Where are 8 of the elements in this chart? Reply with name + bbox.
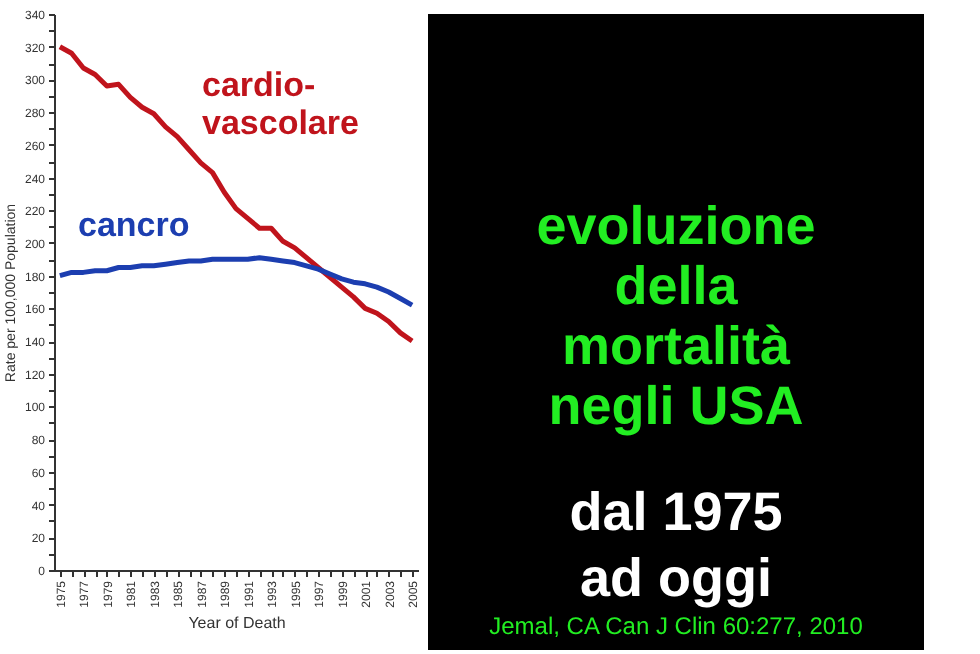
- x-axis-title: Year of Death: [188, 613, 286, 632]
- text: evoluzione della mortalità negli USA: [536, 196, 816, 436]
- line-series: [57, 255, 415, 308]
- series-label: cancro: [78, 206, 190, 244]
- text: Jemal, CA Can J Clin 60:277, 2010: [489, 612, 864, 640]
- line-series: [57, 44, 415, 344]
- series-label: cardio- vascolare: [202, 66, 359, 142]
- text: dal 1975 ad oggi: [569, 482, 783, 608]
